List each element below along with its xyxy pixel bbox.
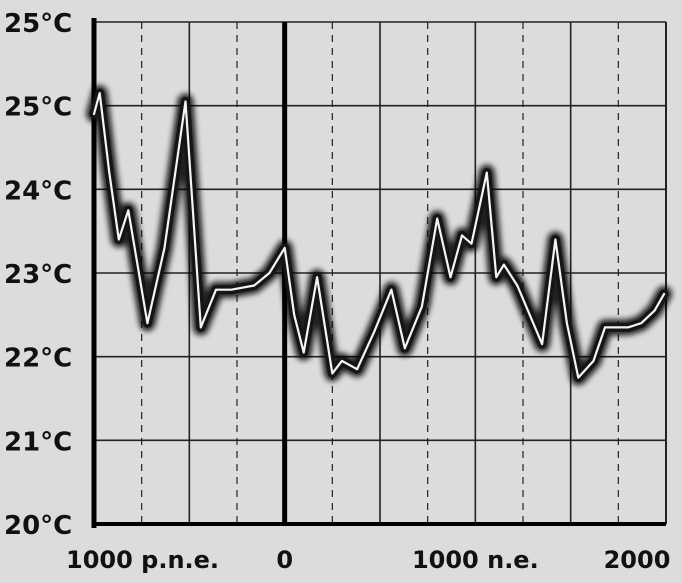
x-tick-labels: 1000 p.n.e. 0 1000 n.e. 2000 bbox=[66, 546, 670, 574]
series-0-line bbox=[92, 91, 666, 379]
y-tick-label-5: 25°C bbox=[4, 93, 72, 123]
x-tick-label-2: 1000 n.e. bbox=[412, 546, 539, 574]
x-tick-label-1: 0 bbox=[276, 546, 293, 574]
y-tick-label-4: 24°C bbox=[4, 176, 72, 206]
y-tick-label-2: 22°C bbox=[4, 344, 72, 374]
y-tick-label-1: 21°C bbox=[4, 427, 72, 457]
y-tick-labels: 20°C 21°C 22°C 23°C 24°C 25°C 25°C bbox=[4, 9, 72, 541]
y-tick-label-6: 25°C bbox=[4, 9, 72, 39]
x-tick-label-0: 1000 p.n.e. bbox=[66, 546, 219, 574]
y-tick-label-3: 23°C bbox=[4, 260, 72, 290]
x-tick-label-3: 2000 bbox=[604, 546, 671, 574]
series-layer bbox=[86, 85, 673, 386]
y-tick-label-0: 20°C bbox=[4, 511, 72, 541]
